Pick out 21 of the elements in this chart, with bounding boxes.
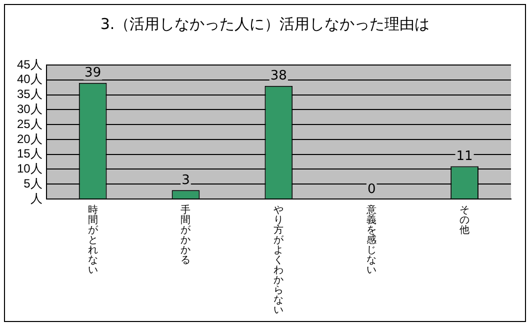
category-label: やり方がよくわからない: [274, 204, 284, 316]
x-tick-label: 時間がとれない: [88, 204, 99, 276]
y-tick-label: 5人: [24, 176, 42, 190]
data-label: 39: [84, 66, 102, 81]
x-tick-label: 手間がかかる: [180, 204, 192, 266]
data-label: 38: [270, 68, 287, 84]
x-tick-label: 意義を感じない: [366, 204, 377, 276]
data-label: 0: [367, 182, 376, 197]
y-tick-label: 15人: [16, 146, 42, 161]
chart-title: 3.（活用しなかった人に）活用しなかった理由は: [99, 15, 431, 34]
data-label: 11: [456, 149, 473, 164]
y-tick-label: 40人: [16, 72, 42, 86]
y-tick-label: 30人: [16, 102, 42, 116]
y-tick-label: 45人: [16, 57, 42, 72]
x-tick-label: その他: [460, 204, 470, 236]
y-tick-label: 20人: [16, 132, 42, 146]
data-label: 3: [182, 172, 190, 188]
y-tick-label: 35人: [16, 87, 42, 102]
y-tick-label: 25人: [16, 116, 42, 131]
y-tick-label: 10人: [16, 162, 42, 176]
y-tick-label: 人: [30, 191, 42, 206]
